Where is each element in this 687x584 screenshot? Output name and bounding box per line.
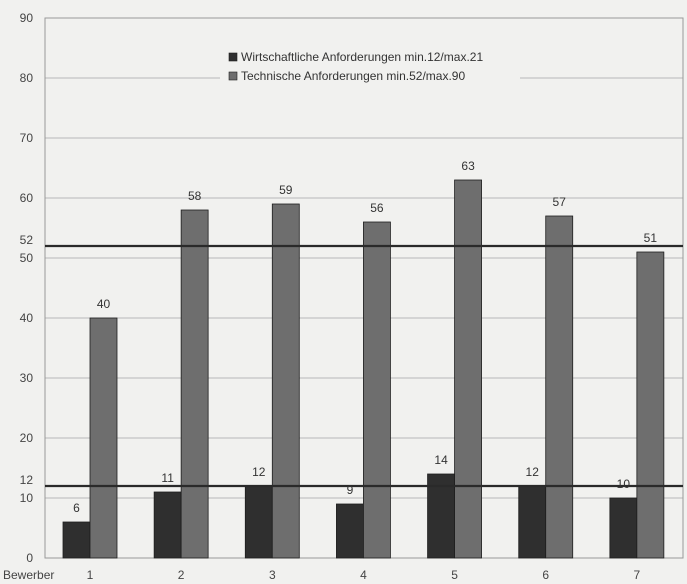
y-tick-label: 10 [20, 491, 34, 505]
bars [62, 179, 665, 559]
data-label: 14 [434, 453, 448, 467]
data-label: 10 [617, 477, 631, 491]
data-label: 63 [461, 159, 475, 173]
data-label: 58 [188, 189, 202, 203]
bar-technisch [180, 209, 209, 559]
legend-swatch [228, 71, 238, 81]
x-tick-label: 3 [269, 568, 276, 582]
bar-technisch [271, 203, 300, 559]
legend-entry: Wirtschaftliche Anforderungen min.12/max… [241, 50, 483, 64]
legend-box [220, 49, 520, 93]
bar-wirtschaftlich [153, 491, 182, 559]
y-tick-label: 0 [26, 551, 33, 565]
bar-wirtschaftlich [336, 503, 364, 559]
data-label: 51 [644, 231, 658, 245]
threshold-label: 12 [20, 473, 34, 487]
data-label: 11 [161, 471, 174, 485]
y-tick-label: 20 [20, 431, 34, 445]
y-tick-label: 80 [20, 71, 34, 85]
legend-swatch [228, 52, 238, 62]
threshold-label: 52 [20, 233, 34, 247]
data-label: 56 [370, 201, 384, 215]
y-tick-label: 90 [20, 11, 34, 25]
bar-wirtschaftlich [609, 497, 638, 559]
data-label: 12 [526, 465, 540, 479]
x-tick-label: 6 [542, 568, 549, 582]
y-tick-label: 40 [20, 311, 34, 325]
y-tick-label: 70 [20, 131, 34, 145]
bar-technisch [454, 179, 482, 559]
data-labels: 6 40 11 58 12 59 9 56 14 63 12 57 10 51 [73, 159, 657, 515]
legend-entry: Technische Anforderungen min.52/max.90 [241, 69, 465, 83]
data-label: 12 [252, 465, 266, 479]
x-tick-label: 5 [451, 568, 458, 582]
x-tick-label: 1 [87, 568, 94, 582]
y-tick-label: 60 [20, 191, 34, 205]
x-tick-label: 4 [360, 568, 367, 582]
bar-technisch [545, 215, 574, 559]
data-label: 9 [347, 483, 354, 497]
data-label: 57 [553, 195, 567, 209]
x-tick-label: 2 [178, 568, 185, 582]
y-tick-label: 30 [20, 371, 34, 385]
data-label: 6 [73, 501, 80, 515]
x-axis-title: Bewerber [3, 568, 54, 582]
bar-technisch [363, 221, 391, 559]
bar-wirtschaftlich [427, 473, 455, 559]
bar-technisch [89, 317, 118, 559]
data-label: 40 [97, 297, 111, 311]
threshold-lines: 52 12 [20, 233, 683, 488]
x-tick-label: 7 [634, 568, 641, 582]
y-tick-label: 50 [20, 251, 34, 265]
legend: Wirtschaftliche Anforderungen min.12/max… [220, 49, 520, 93]
bar-technisch [636, 251, 665, 559]
data-label: 59 [279, 183, 293, 197]
bar-wirtschaftlich [62, 521, 91, 559]
bar-wirtschaftlich [244, 485, 273, 559]
bar-wirtschaftlich [518, 485, 547, 559]
